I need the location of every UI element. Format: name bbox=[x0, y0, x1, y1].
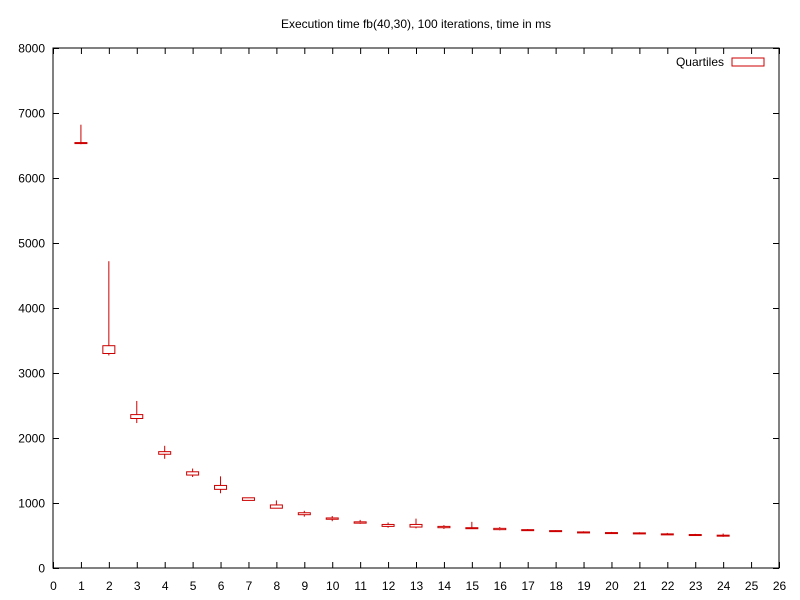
box-x-18 bbox=[549, 530, 563, 533]
x-tick-label: 5 bbox=[190, 579, 197, 593]
box-x-14 bbox=[437, 525, 451, 529]
y-tick-label: 1000 bbox=[18, 497, 45, 511]
box-x-11 bbox=[353, 519, 367, 524]
x-tick-label: 18 bbox=[549, 579, 563, 593]
box-x-7 bbox=[241, 497, 255, 501]
box-x-5 bbox=[186, 468, 200, 477]
x-tick-label: 26 bbox=[773, 579, 787, 593]
box-x-21 bbox=[632, 532, 646, 535]
box-x-17 bbox=[521, 529, 535, 532]
y-tick-label: 6000 bbox=[18, 172, 45, 186]
y-tick-label: 4000 bbox=[18, 302, 45, 316]
y-tick-label: 8000 bbox=[18, 42, 45, 56]
x-tick-label: 22 bbox=[661, 579, 675, 593]
quartile-box bbox=[688, 534, 702, 537]
quartile-box bbox=[409, 523, 423, 528]
x-tick-label: 19 bbox=[577, 579, 591, 593]
quartile-box bbox=[269, 504, 283, 509]
box-x-1 bbox=[74, 124, 88, 145]
quartile-box bbox=[716, 534, 730, 537]
x-tick-label: 1 bbox=[78, 579, 85, 593]
quartile-box bbox=[297, 512, 311, 516]
quartile-box bbox=[74, 142, 88, 145]
quartile-box bbox=[604, 532, 618, 535]
quartile-box bbox=[214, 484, 228, 490]
x-tick-label: 10 bbox=[326, 579, 340, 593]
quartile-box bbox=[437, 525, 451, 529]
y-tick-label: 0 bbox=[38, 562, 45, 576]
x-tick-label: 3 bbox=[134, 579, 141, 593]
legend-swatch bbox=[731, 57, 765, 67]
x-tick-label: 21 bbox=[633, 579, 647, 593]
x-tick-label: 7 bbox=[246, 579, 253, 593]
box-x-20 bbox=[604, 531, 618, 535]
x-tick-label: 9 bbox=[301, 579, 308, 593]
box-x-15 bbox=[465, 521, 479, 530]
quartile-box bbox=[158, 451, 172, 455]
legend-label: Quartiles bbox=[676, 55, 724, 69]
x-tick-label: 11 bbox=[354, 579, 367, 593]
box-x-2 bbox=[102, 261, 116, 356]
quartile-box bbox=[465, 527, 479, 530]
x-tick-label: 20 bbox=[605, 579, 619, 593]
quartile-box bbox=[493, 527, 507, 531]
quartile-box bbox=[521, 529, 535, 532]
quartile-box bbox=[241, 497, 255, 501]
x-tick-label: 24 bbox=[717, 579, 731, 593]
y-tick-label: 2000 bbox=[18, 432, 45, 446]
box-x-22 bbox=[660, 532, 674, 536]
x-tick-label: 6 bbox=[218, 579, 225, 593]
quartile-box bbox=[325, 517, 339, 520]
x-tick-label: 14 bbox=[438, 579, 452, 593]
box-x-19 bbox=[577, 531, 591, 534]
y-tick-label: 5000 bbox=[18, 237, 45, 251]
y-tick-label: 7000 bbox=[18, 107, 45, 121]
box-x-24 bbox=[716, 533, 730, 537]
quartile-box bbox=[381, 523, 395, 527]
box-x-12 bbox=[381, 522, 395, 528]
x-tick-label: 17 bbox=[522, 579, 536, 593]
box-x-13 bbox=[409, 518, 423, 529]
box-x-16 bbox=[493, 527, 507, 531]
x-tick-label: 25 bbox=[745, 579, 759, 593]
quartile-box bbox=[353, 521, 367, 524]
y-tick-label: 3000 bbox=[18, 367, 45, 381]
x-tick-label: 23 bbox=[689, 579, 703, 593]
x-tick-label: 16 bbox=[494, 579, 508, 593]
quartile-box bbox=[102, 345, 116, 355]
x-tick-label: 0 bbox=[50, 579, 57, 593]
box-x-3 bbox=[130, 400, 144, 424]
x-tick-label: 2 bbox=[106, 579, 113, 593]
quartile-box bbox=[632, 532, 646, 535]
quartile-box bbox=[577, 531, 591, 534]
quartile-box bbox=[186, 471, 200, 476]
box-x-10 bbox=[325, 516, 339, 522]
quartile-box bbox=[660, 533, 674, 536]
box-x-6 bbox=[214, 476, 228, 494]
box-x-9 bbox=[297, 510, 311, 517]
x-tick-label: 4 bbox=[162, 579, 169, 593]
chart-title: Execution time fb(40,30), 100 iterations… bbox=[281, 17, 551, 31]
x-tick-label: 8 bbox=[274, 579, 281, 593]
box-x-4 bbox=[158, 445, 172, 459]
box-x-23 bbox=[688, 533, 702, 537]
box-x-8 bbox=[269, 500, 283, 509]
quartile-box bbox=[549, 530, 563, 533]
x-tick-label: 12 bbox=[382, 579, 396, 593]
quartile-box bbox=[130, 414, 144, 420]
x-tick-label: 15 bbox=[466, 579, 480, 593]
x-tick-label: 13 bbox=[410, 579, 424, 593]
plot-frame bbox=[52, 47, 780, 569]
